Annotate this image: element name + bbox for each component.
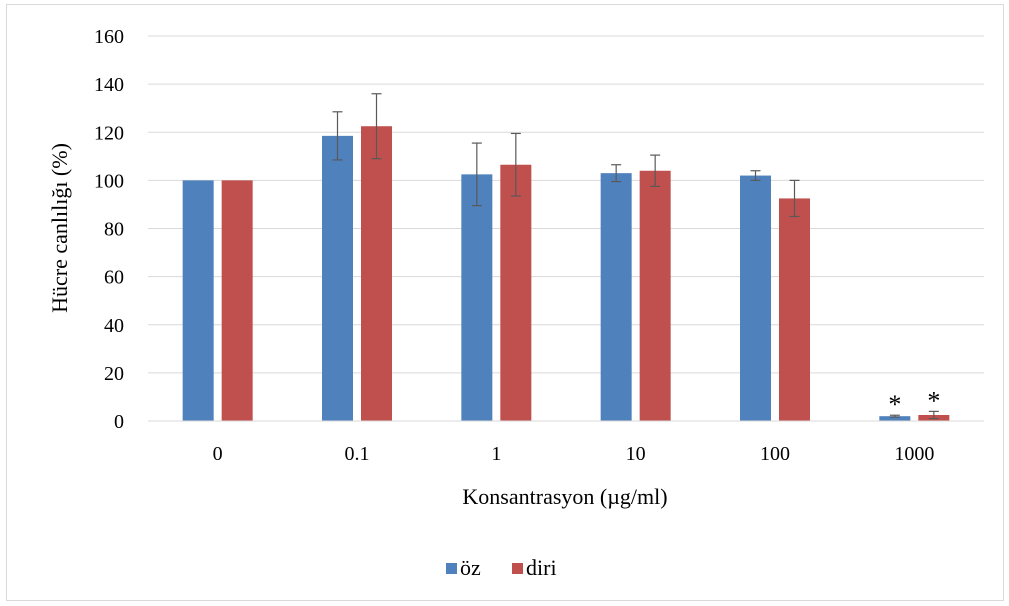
error-bars [332, 93, 939, 420]
bar-öz [461, 174, 493, 421]
x-tick-label: 1000 [894, 443, 934, 465]
legend-label-öz: öz [460, 555, 481, 580]
y-tick-label: 0 [114, 411, 124, 433]
bar-öz [322, 135, 353, 421]
y-tick-label: 120 [94, 122, 124, 144]
bar-diri [361, 126, 392, 421]
bar-diri [221, 180, 253, 421]
x-tick-label: 0.1 [345, 443, 370, 465]
legend: öz diri [446, 555, 557, 580]
bar-diri [779, 198, 810, 421]
bar-diri [639, 170, 671, 421]
y-tick-label: 60 [104, 267, 124, 289]
y-tick-label: 80 [104, 219, 124, 241]
bar-öz [600, 173, 632, 421]
significance-star: * [927, 386, 940, 415]
legend-label-diri: diri [526, 555, 557, 580]
y-tick-label: 40 [104, 315, 124, 337]
y-tick-label: 160 [94, 26, 124, 48]
x-tick-label: 1 [491, 443, 501, 465]
significance-star: * [888, 390, 901, 419]
legend-swatch-diri [512, 563, 523, 574]
x-tick-label: 100 [760, 443, 790, 465]
bar-öz [740, 175, 771, 421]
x-tick-label: 10 [626, 443, 646, 465]
significance-markers: * * [888, 386, 940, 419]
x-axis-title: Konsantrasyon (µg/ml) [462, 484, 667, 509]
y-axis-title: Hücre canlılığı (%) [47, 143, 72, 313]
bars [182, 126, 950, 421]
y-axis-ticks: 0 20 40 60 80 100 120 140 160 [94, 26, 124, 433]
y-tick-label: 140 [94, 74, 124, 96]
bar-öz [879, 416, 911, 421]
legend-swatch-öz [446, 563, 457, 574]
y-tick-label: 20 [104, 363, 124, 385]
y-tick-label: 100 [94, 170, 124, 192]
bar-öz [182, 180, 214, 421]
gridlines [148, 35, 984, 374]
x-axis-ticks: 0 0.1 1 10 100 1000 [213, 443, 935, 465]
bar-diri [500, 164, 532, 421]
x-tick-label: 0 [213, 443, 223, 465]
